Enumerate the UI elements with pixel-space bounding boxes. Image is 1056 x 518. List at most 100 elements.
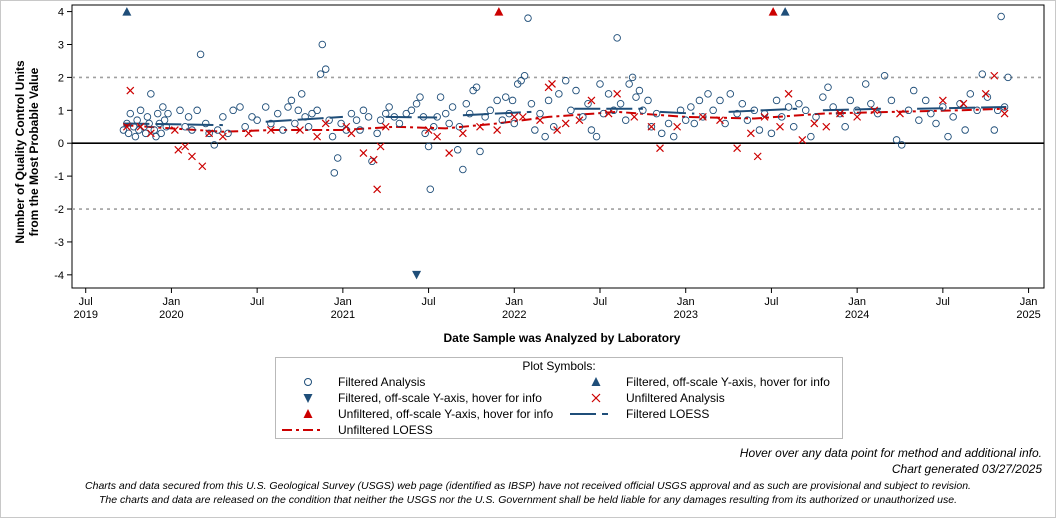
x-stroke (205, 129, 214, 138)
filtered-point (726, 90, 735, 98)
x-stroke (853, 112, 862, 121)
disclaimer-line1: Charts and data secured from this U.S. G… (85, 480, 971, 492)
filtered-point (373, 129, 381, 138)
filtered-point (176, 106, 184, 115)
filtered-point (861, 80, 870, 88)
filtered-point (961, 126, 969, 134)
filtered-point (385, 103, 393, 111)
x-tick-label: Jul (764, 296, 778, 308)
unfiltered-point (938, 96, 947, 105)
unfiltered-point (205, 129, 214, 138)
y-tick-label: -2 (54, 204, 64, 216)
x-tick-label: Jul (79, 296, 93, 308)
filtered-point (632, 93, 640, 101)
filtered-point (644, 96, 652, 105)
filtered-point (544, 96, 553, 105)
legend-label: Unfiltered, off-scale Y-axis, hover for … (338, 407, 554, 421)
unfiltered-point (836, 109, 844, 118)
filtered-point (412, 99, 421, 108)
filtered-point (812, 113, 820, 121)
filtered-point (1000, 103, 1009, 111)
unfiltered-point (784, 89, 793, 98)
filtered-point (750, 106, 759, 115)
unfiltered-point (198, 162, 207, 171)
disclaimer-line2: The charts and data are released on the … (99, 494, 957, 506)
filtered-point (592, 132, 601, 141)
filtered-point (145, 119, 153, 128)
filtered-point (210, 141, 219, 149)
x-stroke (784, 89, 793, 98)
unfiltered-point (136, 122, 145, 131)
filtered-point (193, 106, 201, 115)
filtered-point (704, 90, 712, 98)
x-tick-label: Jan (163, 296, 181, 308)
x-stroke (126, 86, 135, 95)
filtered-point (253, 116, 261, 124)
x-stroke (575, 116, 584, 125)
unfiltered-point (347, 129, 356, 138)
filtered-loess-line (265, 115, 343, 123)
filtered-point (531, 126, 539, 134)
filtered-point (321, 65, 330, 73)
filtered-point (657, 129, 666, 138)
unfiltered-point (476, 122, 484, 131)
x-tick-year-label: 2020 (159, 309, 183, 321)
x-stroke (198, 162, 207, 171)
unfiltered-point (673, 122, 682, 131)
unfiltered-point (553, 126, 562, 134)
filtered-point (777, 113, 786, 121)
x-stroke (981, 89, 990, 98)
unfiltered-point (896, 109, 904, 118)
unfiltered-point (561, 119, 570, 128)
filtered-point (433, 113, 441, 121)
filtered-point (555, 90, 563, 98)
x-stroke (798, 135, 807, 144)
x-stroke (553, 126, 562, 134)
x-stroke (604, 109, 613, 118)
filtered-point (681, 116, 690, 124)
filtered-point (267, 119, 275, 128)
filtered-point (873, 109, 882, 118)
x-tick-label: Jan (1020, 296, 1038, 308)
unfiltered-point (359, 149, 368, 158)
x-stroke (510, 112, 519, 121)
filtered-point (301, 113, 309, 121)
filtered-point (453, 146, 462, 154)
filtered-point (687, 103, 695, 111)
filtered-point (465, 109, 474, 118)
x-tick-label: Jan (334, 296, 352, 308)
unfiltered-point (313, 132, 322, 141)
filtered-point (376, 116, 385, 124)
filtered-point (966, 90, 975, 98)
filtered-point (836, 109, 844, 118)
filtered-point (829, 103, 837, 111)
x-stroke (733, 144, 742, 153)
filtered-point (541, 132, 549, 141)
y-tick-label: -1 (54, 171, 64, 183)
unfiltered-point (716, 116, 724, 125)
y-tick-label: -4 (54, 270, 64, 282)
filtered-point (333, 154, 342, 162)
filtered-point (119, 126, 128, 134)
filtered-point (596, 80, 604, 88)
filtered-point (807, 132, 815, 141)
unfiltered-point (733, 144, 742, 153)
filtered-point (973, 106, 981, 115)
filtered-point (767, 129, 776, 138)
filtered-point (498, 116, 507, 124)
filtered-point (949, 113, 957, 121)
unfiltered-point (126, 86, 135, 95)
x-stroke (536, 116, 544, 125)
x-stroke (896, 109, 904, 118)
x-stroke (938, 96, 947, 105)
unfiltered-point (170, 126, 179, 134)
filtered-point (273, 109, 282, 118)
x-stroke (136, 122, 145, 131)
filtered-point (721, 119, 729, 128)
unfiltered-offscale-point (768, 7, 778, 16)
filtered-point (584, 99, 592, 108)
filtered-point (424, 142, 433, 151)
legend-label: Unfiltered Analysis (626, 391, 725, 405)
